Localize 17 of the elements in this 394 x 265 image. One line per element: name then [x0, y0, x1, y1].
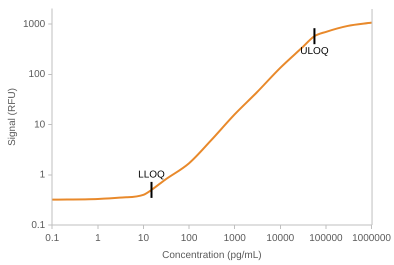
x-tick-label: 10	[138, 232, 150, 244]
x-tick-label: 100	[180, 232, 198, 244]
annotation: ULOQ	[300, 46, 329, 57]
x-tick-label: 0.1	[45, 232, 60, 244]
y-tick-label: 100	[28, 69, 46, 80]
x-tick-label: 1000	[224, 232, 246, 244]
y-axis-title: Signal (RFU)	[6, 88, 18, 146]
annotation: LLOQ	[138, 170, 166, 181]
x-tick-label: 10000	[266, 232, 295, 244]
x-axis-title: Concentration (pg/mL)	[162, 250, 262, 261]
x-tick-label: 1	[95, 232, 102, 244]
y-tick-label: 0.1	[31, 220, 46, 231]
x-tick-label: 1000000	[352, 232, 392, 244]
x-tick-label: 100000	[309, 232, 344, 244]
y-tick-label: 10	[34, 119, 46, 130]
y-tick-label: 1	[40, 170, 46, 181]
y-tick-label: 1000	[22, 18, 46, 30]
